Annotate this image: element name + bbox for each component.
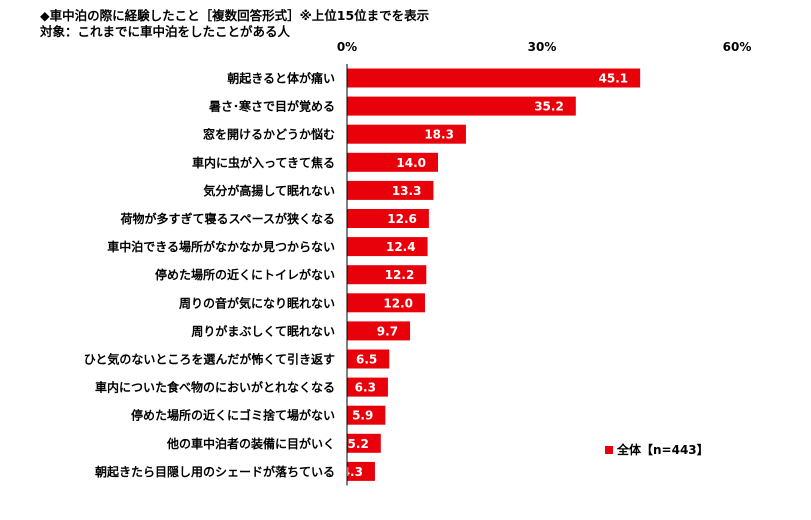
bar-value-label: 6.5	[356, 353, 377, 367]
bar	[347, 349, 390, 369]
bar-value-label: 14.0	[396, 156, 426, 170]
category-label: 暑さ･寒さで目が覚める	[209, 99, 335, 114]
category-labels: 朝起きると体が痛い暑さ･寒さで目が覚める窓を開けるかどうか悩む車内に虫が入ってき…	[84, 71, 335, 479]
bar	[347, 405, 386, 425]
x-tick-label: 30%	[528, 40, 557, 54]
legend: 全体【n=443】	[605, 442, 709, 457]
bar	[347, 209, 429, 228]
bar	[347, 152, 438, 172]
bar	[347, 461, 375, 481]
x-tick-label: 60%	[723, 40, 752, 54]
category-label: 車中泊できる場所がなかなか見つからない	[107, 239, 335, 254]
bar	[347, 321, 411, 341]
legend-swatch	[605, 446, 613, 454]
category-label: 気分が高揚して眠れない	[203, 183, 335, 198]
bar-value-label: 12.4	[386, 240, 416, 254]
legend-label: 全体【n=443】	[616, 442, 709, 457]
bar	[347, 433, 381, 453]
category-label: 車内についた食べ物のにおいがとれなくなる	[95, 380, 335, 395]
bar-value-label: 6.3	[355, 381, 376, 395]
bar-value-label: 4.3	[342, 465, 363, 479]
bar	[347, 180, 434, 200]
bar-value-label: 12.0	[383, 296, 413, 310]
category-label: 朝起きたら目隠し用のシェードが落ちている	[95, 464, 335, 479]
bar	[347, 293, 425, 313]
x-tick-label: 0%	[337, 40, 357, 54]
bar	[347, 377, 388, 397]
x-axis-ticks: 0% 30% 60%	[337, 40, 752, 54]
bar	[347, 68, 641, 88]
bar-value-label: 45.1	[599, 72, 629, 86]
bar	[347, 124, 466, 144]
chart-title: ◆車中泊の際に経験したこと［複数回答形式］※上位15位までを表示	[40, 8, 430, 23]
category-label: ひと気のないところを選んだが怖くて引き返す	[84, 352, 335, 367]
category-label: 荷物が多すぎて寝るスペースが狭くなる	[119, 211, 335, 226]
category-label: 停めた場所の近くにトイレがない	[155, 267, 335, 282]
category-label: 周りの音が気になり眠れない	[179, 295, 335, 310]
category-label: 車内に虫が入ってきて焦る	[192, 155, 335, 170]
bar	[347, 96, 576, 116]
bar-value-label: 12.6	[387, 212, 417, 226]
bar-value-label: 18.3	[424, 128, 454, 142]
category-label: 停めた場所の近くにゴミ捨て場がない	[131, 408, 335, 423]
chart-header: ◆車中泊の際に経験したこと［複数回答形式］※上位15位までを表示 対象：これまで…	[40, 8, 740, 40]
bar	[347, 237, 428, 257]
bar-value-label: 35.2	[534, 100, 564, 114]
bars: 45.1 35.2 18.3 14.0 13.3 12.6 12.4 12.2 12.0 9.7 6…	[342, 68, 641, 481]
category-label: 周りがまぶしくて眠れない	[191, 323, 335, 338]
bar	[347, 265, 427, 285]
chart-subtitle: 対象：これまでに車中泊をしたことがある人	[40, 24, 291, 39]
bar-value-label: 5.2	[348, 437, 369, 451]
bar-value-label: 13.3	[392, 184, 422, 198]
bar-value-label: 12.2	[385, 268, 415, 282]
category-label: 窓を開けるかどうか悩む	[203, 127, 335, 142]
category-label: 朝起きると体が痛い	[227, 71, 335, 86]
bar-value-label: 9.7	[377, 324, 398, 338]
category-label: 他の車中泊者の装備に目がいく	[166, 436, 335, 451]
bar-value-label: 5.9	[352, 409, 373, 423]
